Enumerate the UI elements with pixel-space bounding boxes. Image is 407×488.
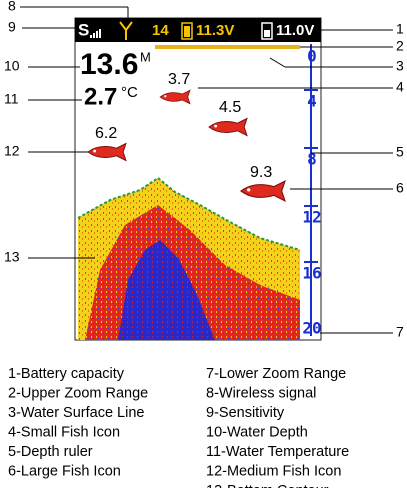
legend-item: 3-Water Surface Line: [8, 405, 144, 421]
callout-number: 5: [396, 144, 404, 160]
callout-number: 6: [396, 180, 404, 196]
ruler-label: 8: [307, 150, 317, 169]
surface-line: [155, 45, 300, 49]
ruler-labels: 0 4 8 12 16 20: [302, 47, 321, 338]
ruler-label: 4: [307, 92, 317, 111]
callout-number: 9: [8, 19, 16, 35]
legend-item: 13-Bottom Contour: [206, 483, 329, 488]
callout-number: 11: [4, 91, 19, 107]
callout-number: 4: [396, 79, 404, 95]
callout-number: 1: [396, 21, 404, 37]
callout-lines: [20, 6, 393, 334]
fish-depth: 4.5: [219, 99, 241, 116]
callout-number: 13: [4, 249, 20, 265]
ruler-label: 16: [302, 264, 321, 283]
ruler-label: 20: [302, 319, 321, 338]
legend-item: 10-Water Depth: [206, 424, 308, 440]
legend-item: 7-Lower Zoom Range: [206, 366, 346, 382]
callout-number: 12: [4, 143, 20, 159]
ruler-label: 12: [302, 208, 321, 227]
battery-voltage: 11.0V: [276, 22, 314, 39]
callout-number: 10: [4, 58, 20, 74]
sensitivity: 14: [152, 22, 169, 39]
signal-bars: [90, 29, 101, 38]
antenna-icon: [119, 21, 133, 40]
callout-number: 2: [396, 38, 404, 54]
temperature-unit: °C: [121, 84, 138, 101]
legend-item: 2-Upper Zoom Range: [8, 385, 148, 401]
depth-value: 13.6: [80, 48, 138, 81]
legend-item: 12-Medium Fish Icon: [206, 463, 341, 479]
callout-number: 7: [396, 324, 404, 340]
temperature-value: 2.7: [84, 83, 117, 110]
callout-number: 3: [396, 58, 404, 74]
status-bar: [75, 18, 321, 42]
legend-item: 4-Small Fish Icon: [8, 424, 120, 440]
fish-depth: 9.3: [250, 164, 272, 181]
bottom-core: [118, 240, 215, 340]
signal-label: S: [78, 20, 89, 39]
depth-unit: M: [140, 49, 151, 64]
callout-number: 8: [8, 0, 16, 14]
battery-icon: [181, 22, 193, 40]
fish-depth: 3.7: [168, 71, 190, 88]
legend-item: 8-Wireless signal: [206, 385, 316, 401]
legend-item: 1-Battery capacity: [8, 366, 125, 382]
legend-item: 6-Large Fish Icon: [8, 463, 121, 479]
fish-depth: 6.2: [95, 125, 117, 142]
ruler-label: 0: [307, 47, 317, 66]
legend-item: 5-Depth ruler: [8, 444, 93, 460]
wireless-voltage: 11.3V: [196, 22, 234, 39]
battery-icon: [261, 22, 273, 40]
legend-item: 9-Sensitivity: [206, 405, 285, 421]
legend-item: 11-Water Temperature: [206, 444, 349, 460]
